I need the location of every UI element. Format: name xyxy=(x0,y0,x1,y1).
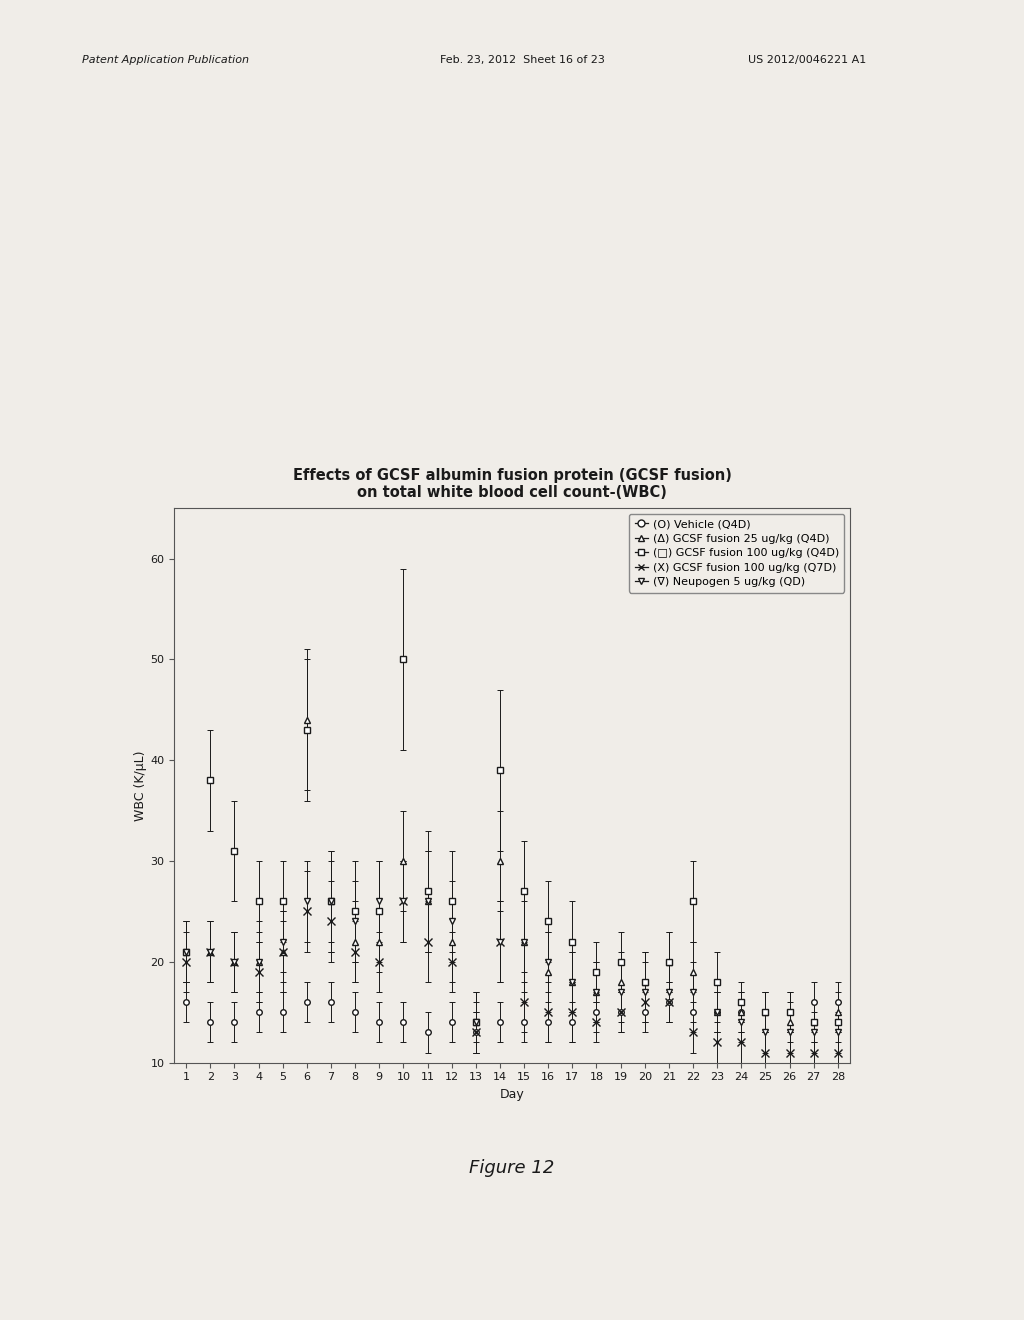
Text: Figure 12: Figure 12 xyxy=(469,1159,555,1177)
Text: Patent Application Publication: Patent Application Publication xyxy=(82,55,249,66)
Text: US 2012/0046221 A1: US 2012/0046221 A1 xyxy=(748,55,865,66)
Y-axis label: WBC (K/µL): WBC (K/µL) xyxy=(134,750,147,821)
X-axis label: Day: Day xyxy=(500,1088,524,1101)
Text: Feb. 23, 2012  Sheet 16 of 23: Feb. 23, 2012 Sheet 16 of 23 xyxy=(440,55,605,66)
Legend: (O) Vehicle (Q4D), (Δ) GCSF fusion 25 ug/kg (Q4D), (□) GCSF fusion 100 ug/kg (Q4: (O) Vehicle (Q4D), (Δ) GCSF fusion 25 ug… xyxy=(629,513,845,593)
Title: Effects of GCSF albumin fusion protein (GCSF fusion)
on total white blood cell c: Effects of GCSF albumin fusion protein (… xyxy=(293,467,731,500)
